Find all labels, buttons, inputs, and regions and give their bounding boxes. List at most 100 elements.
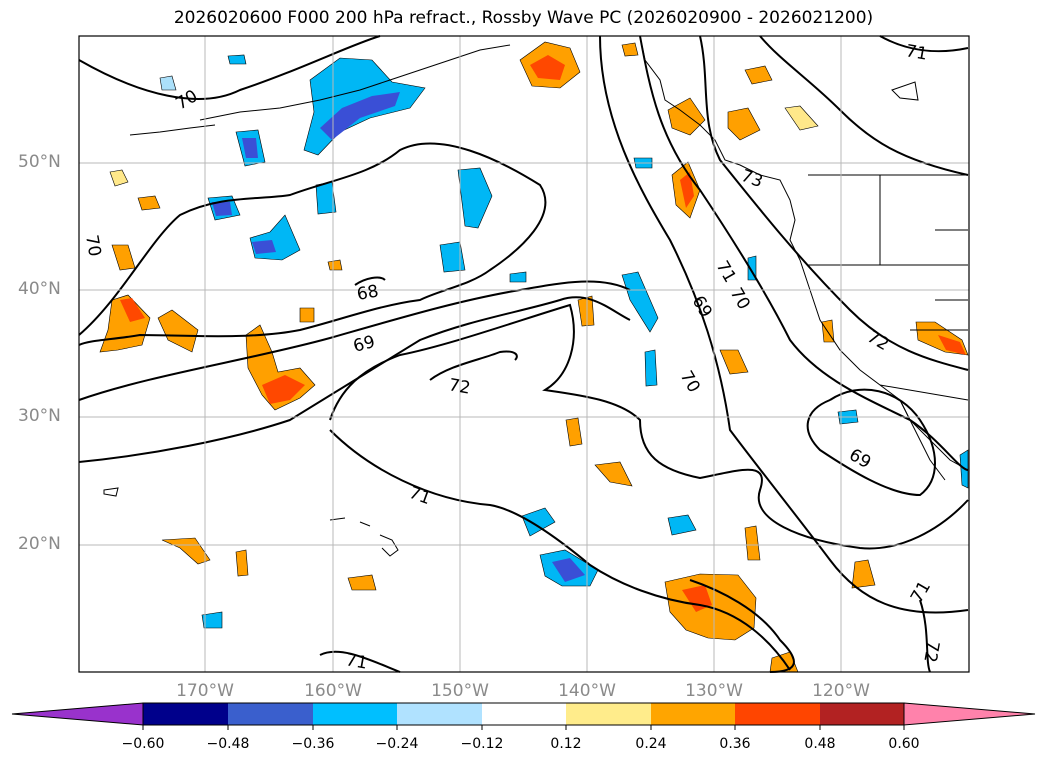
pos-region [120,298,145,322]
colorbar-extend-high [903,702,1036,726]
colorbar-cell [143,703,228,725]
pos-region [109,169,129,187]
neg-region [159,75,177,91]
colorbar-tick-label: −0.36 [291,736,335,752]
pos-region [530,55,565,80]
pos-region [680,172,694,208]
contour-label: 70 [81,233,104,258]
neg-region [621,271,659,333]
contour-line [78,296,631,463]
colorbar-tick-label: 0.60 [888,736,920,752]
grid-lines [79,36,969,672]
contour-line [639,35,969,471]
contour-line [354,276,386,286]
lon-label-140w: 140°W [558,681,616,701]
neg-region [552,558,585,582]
pos-region [235,549,249,577]
coastline-alaska [199,44,511,121]
contour-label: 71 [904,41,929,64]
neg-region [521,507,556,537]
contour-line [78,280,631,401]
colorbar-cell [820,703,904,725]
neg-region [644,349,658,387]
lat-label-30n: 30°N [18,406,61,426]
neg-region [212,202,232,216]
pos-region [262,375,305,404]
coastlines [103,35,969,557]
neg-region [509,271,527,283]
contour-line [319,650,401,673]
contour-line [759,35,969,176]
positive-shading [99,41,969,673]
colorbar-cell [735,703,820,725]
baja-california [899,399,946,481]
contour-line [78,142,547,346]
contour-line [429,350,518,381]
pos-region [744,525,761,561]
lon-label-170w: 170°W [176,681,234,701]
pos-region [594,461,633,487]
map-background [79,36,969,672]
pos-region [621,42,639,57]
island-small [103,81,919,497]
contour-line [806,388,936,497]
colorbar-tick-label: −0.24 [375,736,419,752]
contour-label: 68 [355,281,380,304]
contour-lines [78,35,969,673]
pos-region [565,417,583,447]
pos-region [727,107,761,141]
colorbar-tick-label: 0.24 [635,736,667,752]
lat-label-40n: 40°N [18,279,61,299]
contour-line [919,599,931,673]
pos-region [299,307,315,323]
pos-region [347,574,377,591]
contour-line [699,35,969,371]
contour-line [78,35,381,100]
pos-region [784,105,819,131]
contour-line [329,429,791,671]
border-states [808,175,969,401]
colorbar-cell [397,703,482,725]
pos-region [744,65,773,85]
colorbar [11,702,1036,730]
pos-region [137,195,161,211]
pos-region [938,335,966,355]
contour-line [599,35,969,614]
neg-region [201,611,223,629]
contour-line [879,35,969,53]
pos-region [851,559,876,589]
colorbar-cell [566,703,651,725]
neg-region [252,240,276,254]
lon-label-160w: 160°W [304,681,362,701]
contour-label: 72 [919,639,942,664]
colorbar-tick-label: −0.48 [206,736,250,752]
neg-region [439,241,466,273]
lat-label-20n: 20°N [18,534,61,554]
coastline-aleutians [129,124,216,136]
lon-label-120w: 120°W [812,681,870,701]
colorbar-tick-label: −0.12 [460,736,504,752]
contour-label: 71 [344,650,369,673]
colorbar-tick-label: 0.48 [804,736,836,752]
colorbar-tick-label: −0.60 [121,736,165,752]
lat-label-50n: 50°N [18,152,61,172]
pos-region [667,97,706,136]
neg-region [457,167,493,229]
neg-region [227,54,247,65]
pos-region [327,259,343,271]
pos-region [719,349,749,375]
contour-label: 72 [447,375,472,398]
neg-region [320,92,400,140]
colorbar-tick-label: 0.36 [719,736,751,752]
colorbar-tick-marks [142,725,905,730]
colorbar-border [142,702,905,726]
lon-label-130w: 130°W [685,681,743,701]
colorbar-extend-low [11,702,144,726]
neg-region [667,514,697,536]
contour-line [329,303,969,550]
lon-label-150w: 150°W [431,681,489,701]
colorbar-cell [228,703,313,725]
map-border [78,35,970,673]
colorbar-cell [651,703,735,725]
